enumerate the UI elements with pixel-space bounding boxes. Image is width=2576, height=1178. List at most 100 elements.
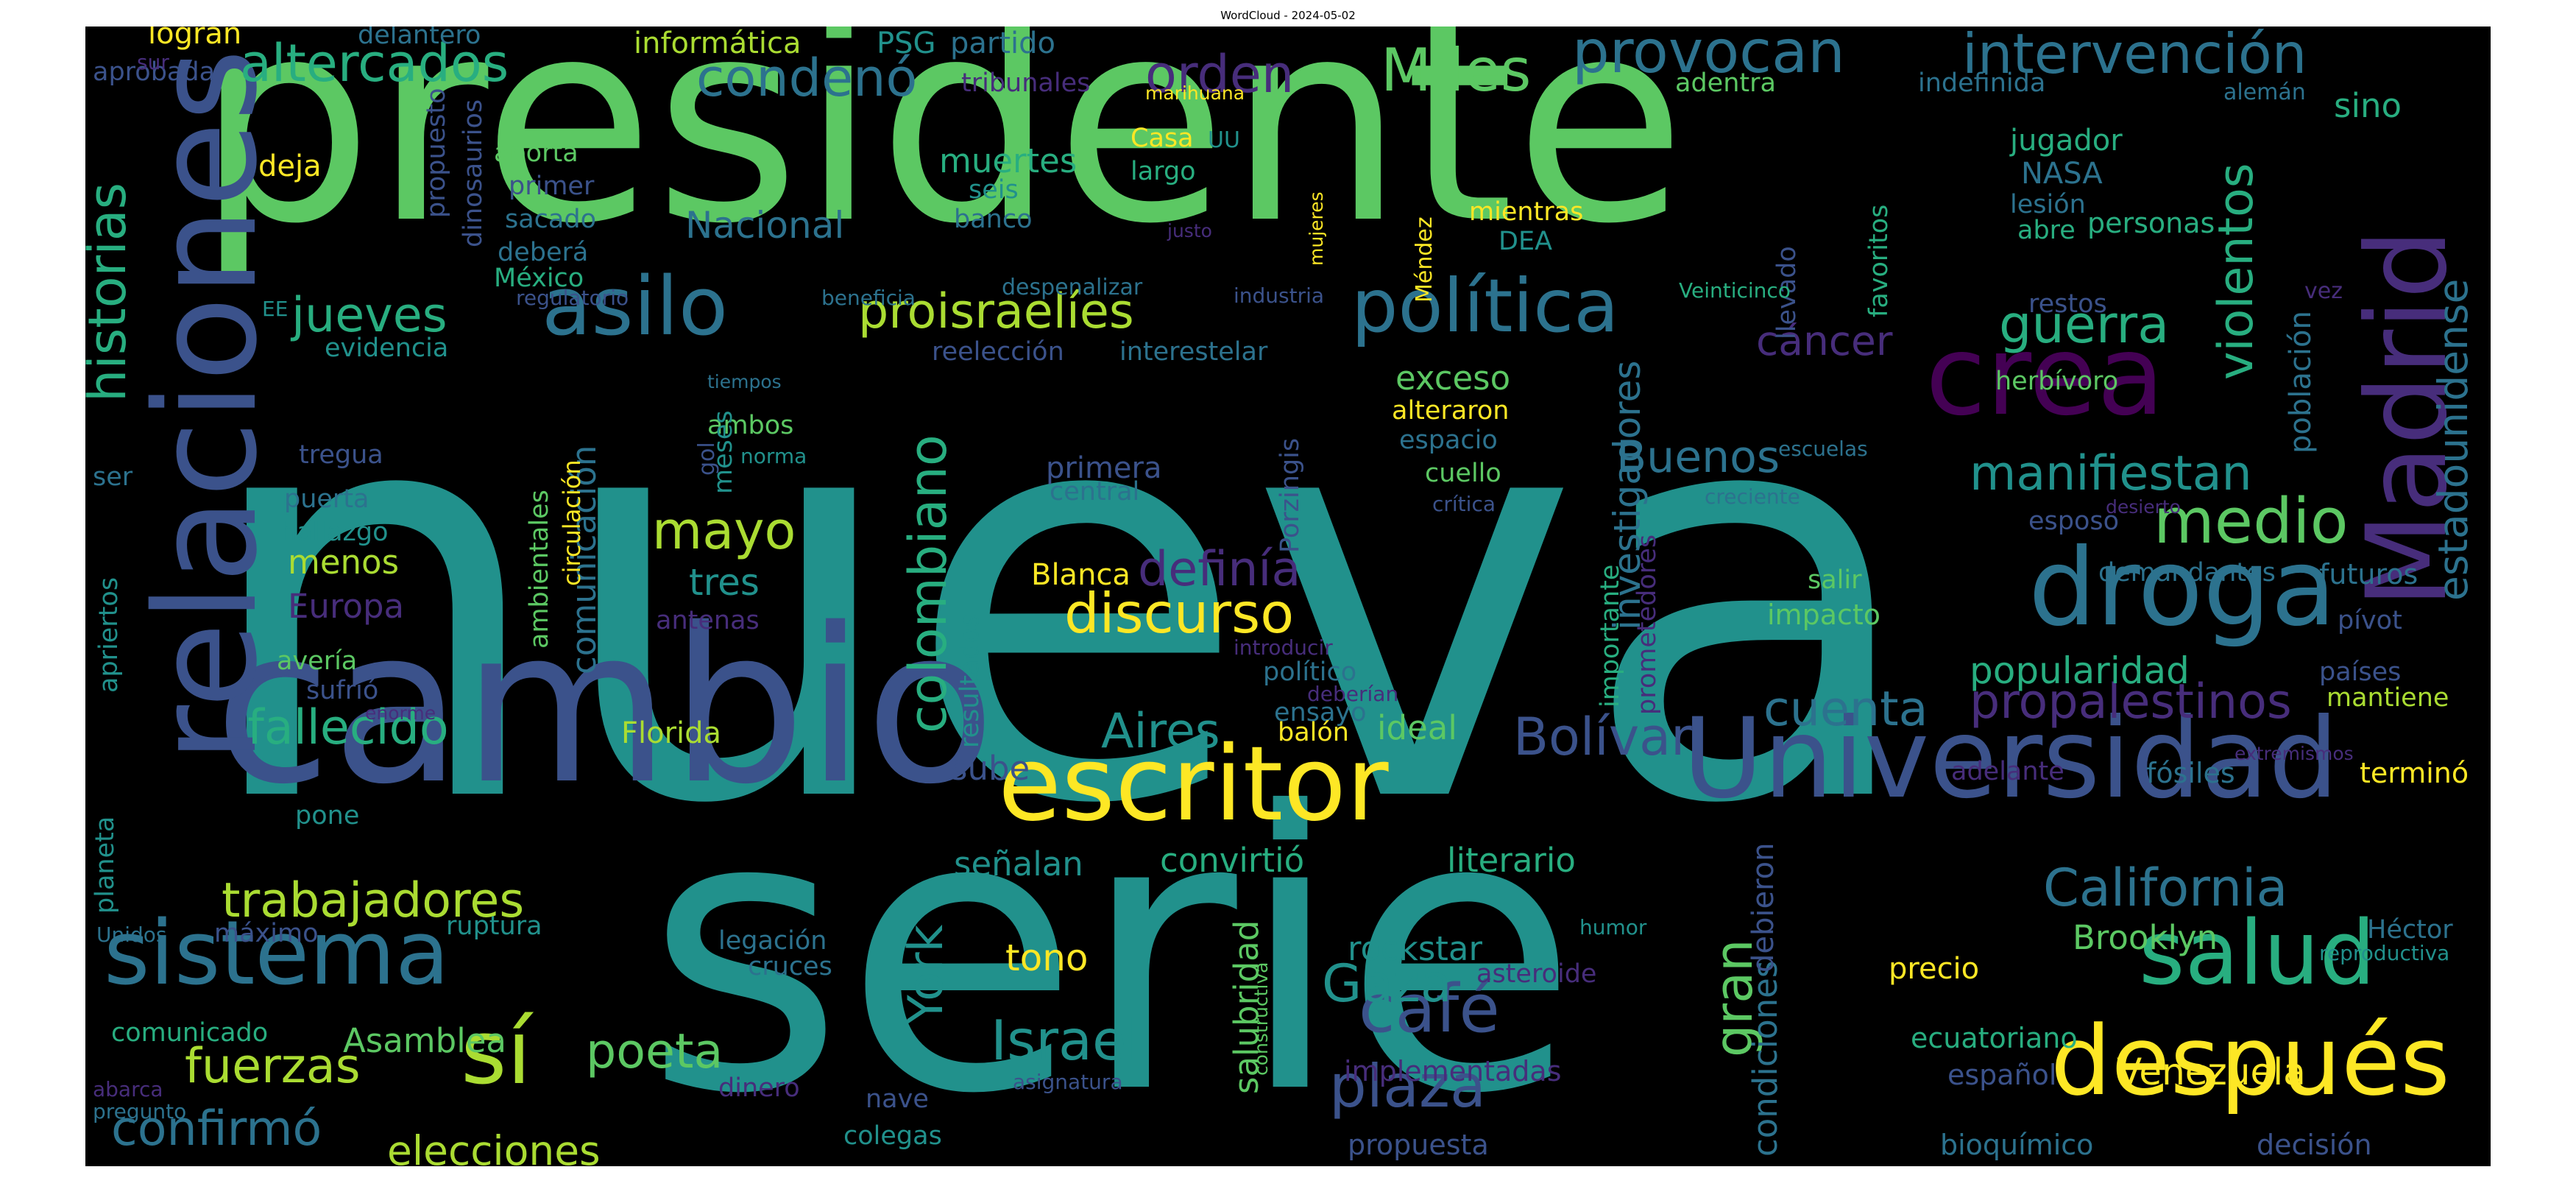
word-cuenta: cuenta — [1763, 682, 1928, 737]
word-ambientales: ambientales — [525, 490, 554, 649]
word-herbivoro: herbívoro — [1995, 367, 2119, 396]
word-mayo: mayo — [652, 501, 796, 561]
word-primer: primer — [509, 172, 595, 201]
word-exceso: exceso — [1395, 359, 1511, 398]
word-justo: justo — [1167, 220, 1212, 241]
word-mujeres: mujeres — [1306, 191, 1327, 266]
word-aleman: alemán — [2223, 80, 2306, 105]
word-ecuatoriano: ecuatoriano — [1911, 1022, 2078, 1054]
word-provocan: provocan — [1572, 27, 1845, 86]
word-antenas: antenas — [656, 606, 760, 635]
word-historias: historias — [85, 182, 138, 402]
word-aires: Aires — [1101, 704, 1220, 759]
word-dinero: dinero — [718, 1073, 800, 1103]
word-propalestinos: propalestinos — [1970, 674, 2292, 730]
word-indefinida: indefinida — [1918, 68, 2046, 98]
word-bolivar: Bolívar — [1513, 707, 1692, 767]
word-intervencion: intervención — [1962, 27, 2307, 86]
word-desierto: desierto — [2106, 496, 2181, 518]
word-senalan: señalan — [954, 844, 1083, 884]
word-gol: gol — [694, 442, 720, 476]
word-asteroide: asteroide — [1476, 959, 1597, 989]
word-marihuana: marihuana — [1145, 82, 1245, 104]
word-proisraelies: proisraelíes — [858, 284, 1134, 339]
word-mantiene: mantiene — [2326, 683, 2449, 713]
word-confirmo: confirmó — [111, 1101, 322, 1157]
word-nasa: NASA — [2021, 157, 2103, 191]
word-abarca: abarca — [93, 1077, 163, 1101]
word-cuello: cuello — [1425, 459, 1501, 488]
word-menos: menos — [288, 543, 400, 582]
word-propuesto: propuesto — [422, 88, 451, 218]
word-israel: Israel — [991, 1008, 1142, 1073]
word-pone: pone — [295, 801, 360, 830]
word-convirtio: convirtió — [1160, 841, 1305, 880]
word-paises: países — [2319, 657, 2402, 687]
word-cafe: café — [1359, 970, 1500, 1048]
word-literario: literario — [1447, 841, 1576, 880]
word-deja: deja — [258, 149, 322, 183]
word-seis: seis — [969, 175, 1019, 205]
word-cancer: cáncer — [1756, 317, 1893, 364]
word-ee: EE — [262, 297, 289, 321]
word-fallecido: fallecido — [247, 700, 449, 755]
word-delantero: delantero — [358, 27, 481, 50]
word-puerta: puerta — [284, 484, 369, 514]
word-constructiva: constructiva — [1250, 962, 1272, 1076]
word-introducir: introducir — [1234, 635, 1333, 660]
word-tribunales: tribunales — [961, 68, 1091, 98]
word-salir: salir — [1808, 565, 1862, 595]
word-rockstar: rockstar — [1348, 929, 1483, 968]
word-tregua: tregua — [299, 440, 383, 470]
word-reproductiva: reproductiva — [2319, 941, 2450, 965]
word-unidos: Unidos — [96, 923, 167, 947]
word-resultados: resultados — [955, 613, 985, 748]
word-orden: orden — [1145, 44, 1295, 105]
word-serie: serie — [645, 731, 1579, 1166]
word-poblacion: población — [2284, 311, 2318, 454]
word-poeta: poeta — [586, 1024, 723, 1079]
word-humor: humor — [1579, 915, 1647, 939]
word-sino: sino — [2334, 86, 2402, 125]
word-norma: norma — [740, 444, 807, 468]
word-definia: definía — [1138, 542, 1301, 597]
word-politica: política — [1351, 263, 1619, 349]
word-ideal: ideal — [1377, 708, 1457, 747]
word-droga: droga — [2028, 526, 2337, 650]
word-medio: medio — [2154, 485, 2349, 558]
word-muertes: muertes — [939, 141, 1078, 180]
word-nacional: Nacional — [685, 204, 845, 247]
word-veinticinco: Veinticinco — [1679, 278, 1791, 303]
word-estadounidense: estadounidense — [2430, 278, 2477, 601]
word-informatica: informática — [634, 27, 802, 60]
word-tres: tres — [689, 561, 760, 604]
word-adelante: adelante — [1951, 757, 2064, 786]
word-planeta: planeta — [91, 816, 120, 914]
word-europa: Europa — [288, 587, 405, 626]
word-asignatura: asignatura — [1013, 1070, 1123, 1094]
word-propuesta: propuesta — [1348, 1129, 1489, 1161]
word-deberian: deberían — [1307, 682, 1399, 706]
word-venezuela: Venezuela — [2117, 1051, 2306, 1093]
word-porzingis: Porzingis — [1275, 437, 1305, 553]
word-salud: salud — [2139, 903, 2376, 1005]
word-elecciones: elecciones — [387, 1127, 601, 1167]
word-brooklyn: Brooklyn — [2073, 918, 2218, 957]
word-jugador: jugador — [2010, 124, 2123, 158]
word-politico: político — [1263, 657, 1357, 687]
word-gaza: Gaza — [1322, 953, 1452, 1014]
word-sube: sube — [950, 749, 1030, 788]
word-colombiano: colombiano — [898, 434, 958, 733]
word-presidente: presidente — [196, 27, 1687, 285]
word-banco: banco — [954, 205, 1033, 234]
word-central: central — [1050, 477, 1140, 507]
word-industria: industria — [1234, 283, 1325, 308]
word-psg: PSG — [877, 27, 936, 60]
word-hallazgo: hallazgo — [280, 518, 389, 547]
word-ensayo: ensayo — [1274, 698, 1367, 727]
word-mendez: Méndez — [1412, 216, 1437, 303]
word-prometedores: prometedores — [1632, 534, 1662, 715]
word-beneficia: beneficia — [821, 286, 916, 310]
word-maximo: máximo — [214, 919, 319, 948]
word-hector: Héctor — [2367, 915, 2453, 945]
